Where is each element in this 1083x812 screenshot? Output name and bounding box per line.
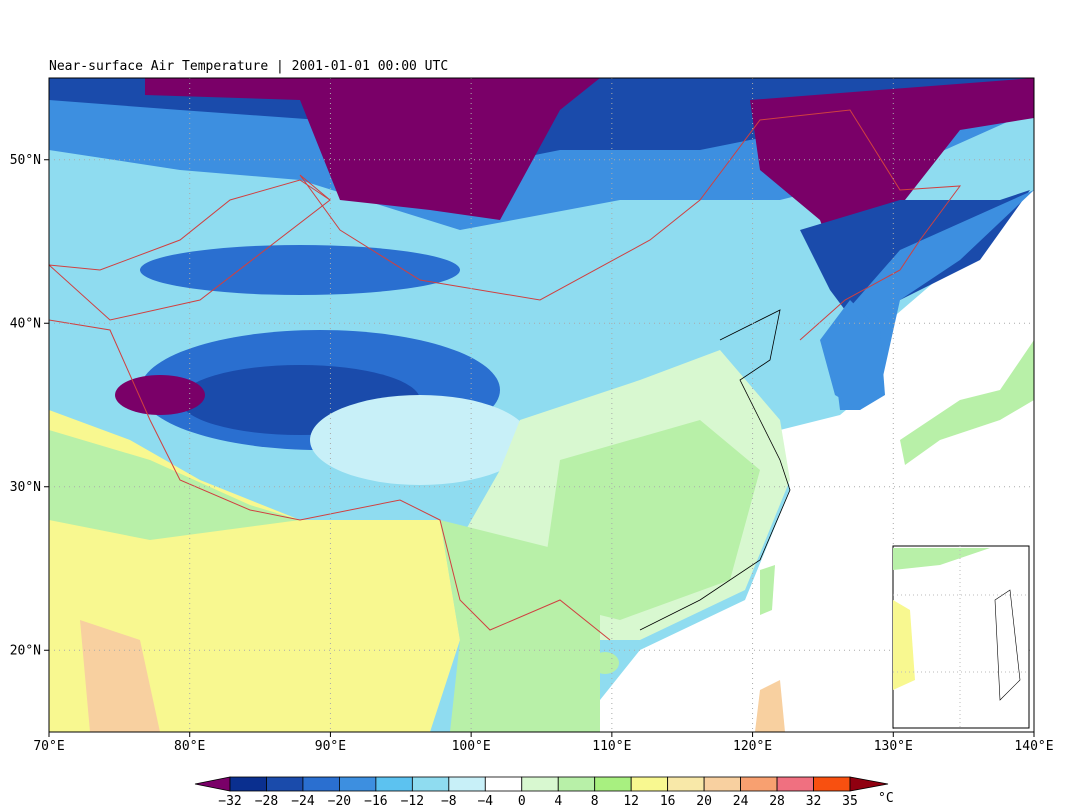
x-tick-label: 110°E	[592, 739, 631, 754]
colorbar-box	[411, 776, 450, 792]
colorbar-box	[557, 776, 596, 792]
x-tick-label: 120°E	[733, 739, 772, 754]
colorbar-unit: °C	[878, 791, 894, 806]
colorbar-box	[740, 776, 778, 792]
colorbar-label: 16	[660, 794, 676, 809]
colorbar-box	[667, 776, 705, 792]
colorbar-box	[594, 776, 632, 792]
colorbar-box	[339, 776, 377, 792]
colorbar-label: 32	[806, 794, 822, 809]
colorbar-label: −24	[291, 794, 315, 809]
temperature-field	[49, 78, 1034, 732]
colorbar-box	[484, 776, 523, 792]
y-tick-label: 50°N	[10, 153, 41, 168]
colorbar-box	[229, 776, 267, 792]
map-frame	[48, 77, 1035, 733]
y-tick-label: 40°N	[10, 316, 41, 331]
colorbar-label: 24	[733, 794, 749, 809]
colorbar-label: −20	[328, 794, 351, 809]
colorbar-label: −4	[477, 794, 493, 809]
x-tick-label: 140°E	[1014, 739, 1053, 754]
colorbar-label: 12	[623, 794, 639, 809]
colorbar-label: −8	[441, 794, 457, 809]
colorbar-label: 28	[769, 794, 785, 809]
inset-map	[892, 545, 1030, 729]
y-tick-label: 30°N	[10, 480, 41, 495]
colorbar: −32 −28 −24 −20 −16 −12 −8 −4 0 4 8 12 16 20 24 28 32 35 °…	[194, 776, 894, 809]
x-tick-label: 80°E	[174, 739, 205, 754]
colorbar-box	[448, 776, 486, 792]
colorbar-extension	[849, 776, 889, 792]
colorbar-label: 4	[554, 794, 562, 809]
x-tick-label: 90°E	[315, 739, 346, 754]
colorbar-box	[776, 776, 814, 792]
colorbar-label: 8	[591, 794, 599, 809]
colorbar-box	[302, 776, 340, 792]
x-tick-label: 130°E	[874, 739, 913, 754]
colorbar-box	[375, 776, 413, 792]
colorbar-label: 20	[696, 794, 712, 809]
colorbar-box	[813, 776, 851, 792]
map-title: Near-surface Air Temperature | 2001-01-0…	[49, 59, 448, 74]
colorbar-box	[630, 776, 669, 792]
colorbar-label: 35	[842, 794, 858, 809]
x-tick-label: 70°E	[33, 739, 64, 754]
x-tick-label: 100°E	[452, 739, 491, 754]
colorbar-box	[703, 776, 741, 792]
colorbar-box	[521, 776, 559, 792]
colorbar-label: −32	[218, 794, 241, 809]
colorbar-label: −16	[364, 794, 387, 809]
colorbar-extension	[194, 776, 231, 792]
colorbar-label: 0	[518, 794, 526, 809]
colorbar-label: −28	[255, 794, 278, 809]
colorbar-label: −12	[401, 794, 424, 809]
y-tick-label: 20°N	[10, 643, 41, 658]
colorbar-box	[266, 776, 304, 792]
